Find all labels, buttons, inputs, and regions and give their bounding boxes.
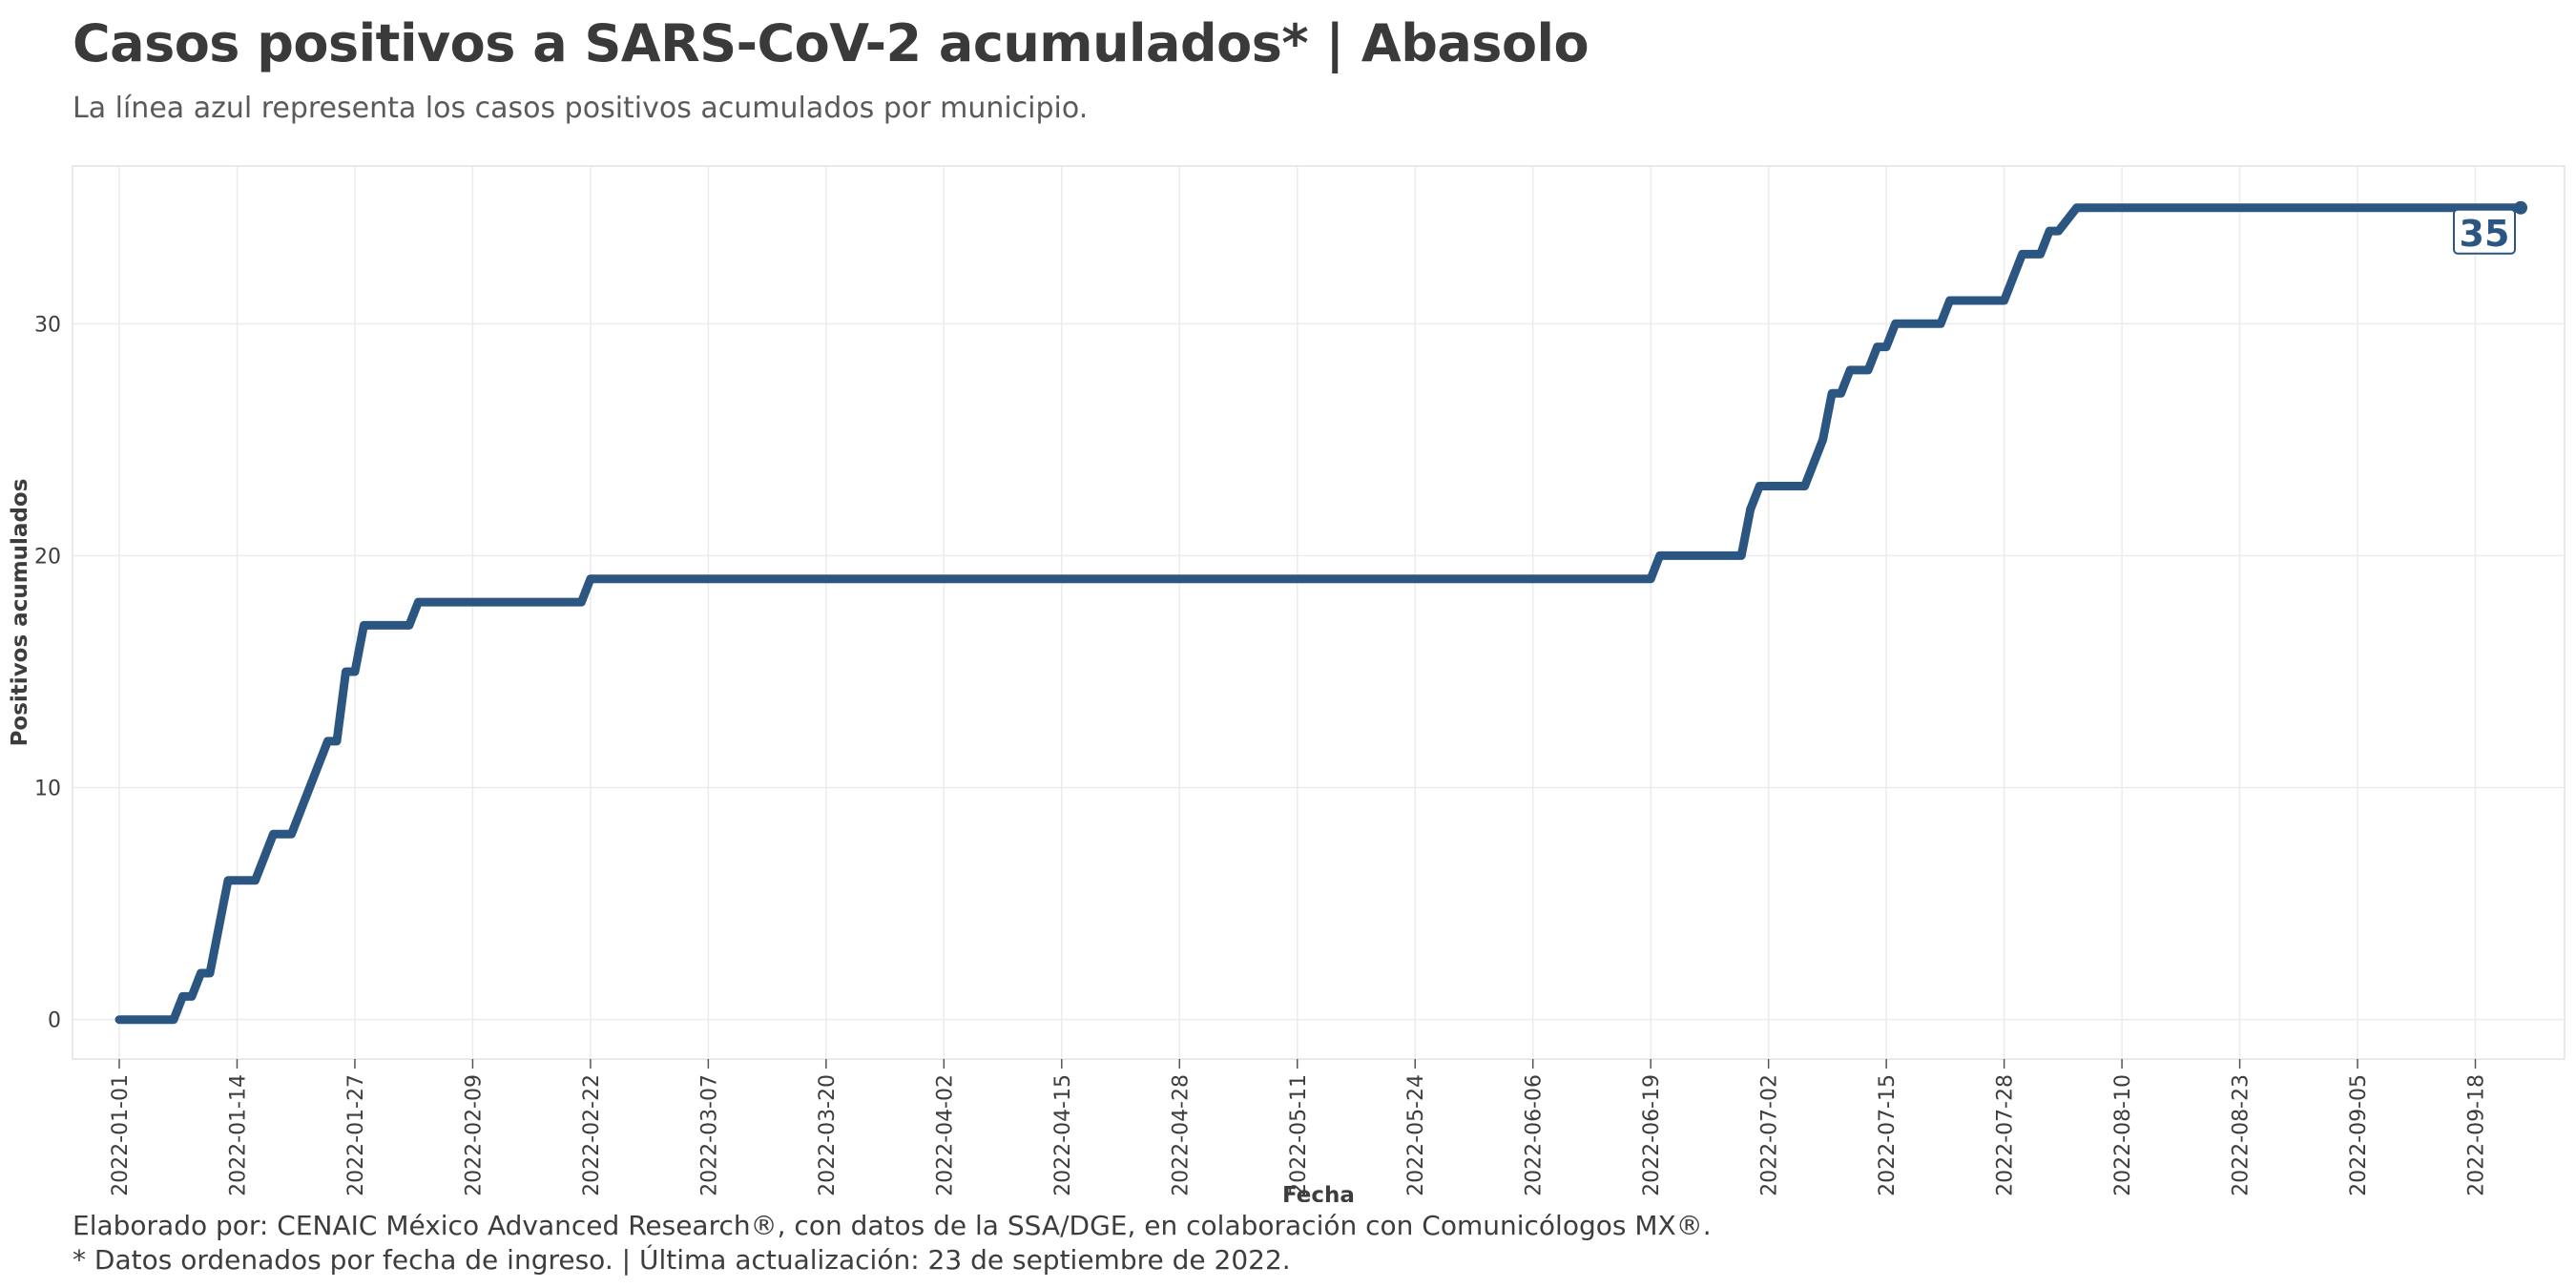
x-tick-label: 2022-08-23 — [2230, 1074, 2254, 1196]
end-value-label-box — [2453, 208, 2516, 255]
note-caption: * Datos ordenados por fecha de ingreso. … — [73, 1244, 1291, 1276]
x-tick-label: 2022-02-09 — [462, 1074, 486, 1196]
x-tick-label: 2022-01-01 — [109, 1074, 133, 1196]
x-tick-label: 2022-06-06 — [1523, 1074, 1547, 1196]
source-caption: Elaborado por: CENAIC México Advanced Re… — [73, 1210, 1712, 1241]
plot-panel — [72, 165, 2566, 1060]
x-tick-label: 2022-03-07 — [697, 1074, 721, 1196]
x-tick-labels: 2022-01-01 2022-01-14 2022-01-27 2022-02-09… — [109, 1074, 2489, 1196]
x-tick-label: 2022-08-10 — [2111, 1074, 2135, 1196]
x-tick-label: 2022-05-11 — [1287, 1074, 1311, 1196]
series-end-point — [2514, 200, 2527, 215]
x-tick-label: 2022-07-02 — [1758, 1074, 1782, 1196]
x-axis-title: Fecha — [1282, 1183, 1355, 1202]
end-value-label-text: 35 — [2460, 213, 2510, 255]
y-tick-label: 30 — [34, 313, 61, 337]
x-tick-label: 2022-04-02 — [933, 1074, 957, 1196]
y-axis-title: Positivos acumulados — [8, 479, 32, 747]
x-tick-label: 2022-01-27 — [344, 1074, 368, 1196]
end-value-label: 35 — [2453, 208, 2516, 255]
x-tick-label: 2022-09-18 — [2465, 1074, 2489, 1196]
x-tick-label: 2022-09-05 — [2347, 1074, 2371, 1196]
chart-subtitle: La línea azul representa los casos posit… — [73, 92, 1089, 125]
x-tick-label: 2022-04-28 — [1169, 1074, 1193, 1196]
y-tick-label: 10 — [34, 778, 61, 801]
x-tick-label: 2022-03-20 — [816, 1074, 840, 1196]
chart-title: Casos positivos a SARS-CoV-2 acumulados*… — [73, 13, 1589, 73]
x-tick-label: 2022-05-24 — [1404, 1074, 1428, 1196]
series-line — [114, 203, 2525, 1025]
y-tick-label: 20 — [34, 545, 61, 569]
x-tick-label: 2022-01-14 — [226, 1074, 250, 1196]
x-tick-label: 2022-07-15 — [1876, 1074, 1900, 1196]
x-tick-label: 2022-07-28 — [1994, 1074, 2018, 1196]
x-tick-label: 2022-06-19 — [1640, 1074, 1664, 1196]
y-gridlines — [73, 322, 2565, 1021]
x-tick-label: 2022-02-22 — [580, 1074, 604, 1196]
y-tick-labels: 0 10 20 30 — [34, 313, 61, 1032]
y-tick-label: 0 — [48, 1009, 61, 1033]
x-tick-label: 2022-04-15 — [1051, 1074, 1075, 1196]
x-gridlines — [118, 166, 2477, 1069]
